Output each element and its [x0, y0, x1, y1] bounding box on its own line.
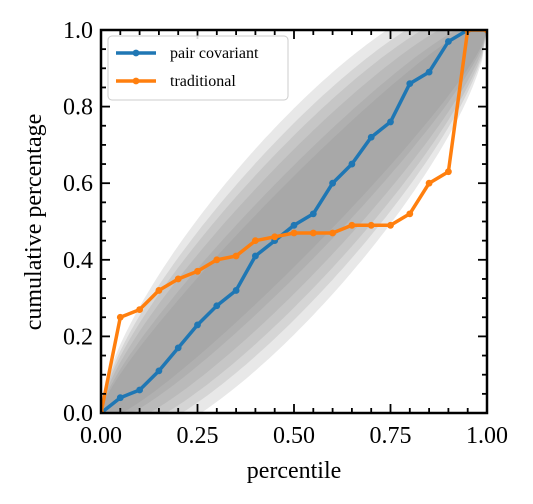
legend-entry-pair-covariant: pair covariant — [116, 45, 259, 62]
data-point-traditional — [367, 221, 375, 229]
y-tick-label: 1.0 — [63, 18, 93, 44]
y-axis-label: cumulative percentage — [21, 114, 47, 331]
legend-label: traditional — [170, 73, 236, 90]
data-point-pair-covariant — [252, 252, 259, 260]
confidence-band-level-3 — [101, 30, 487, 413]
x-tick-label: 0.25 — [177, 423, 219, 449]
data-point-pair-covariant — [309, 210, 317, 218]
data-point-traditional — [194, 267, 201, 275]
axis-ticks — [100, 29, 488, 414]
data-point-traditional — [232, 252, 240, 260]
x-tick-label: 0.00 — [80, 423, 122, 449]
data-point-traditional — [329, 229, 336, 237]
data-point-pair-covariant — [425, 68, 433, 76]
legend-entry-traditional: traditional — [116, 73, 236, 90]
data-point-pair-covariant — [329, 179, 336, 187]
data-point-traditional — [252, 237, 259, 245]
data-point-traditional — [155, 287, 163, 294]
data-point-traditional — [406, 210, 414, 218]
x-tick-label: 0.75 — [370, 423, 412, 449]
data-point-traditional — [290, 229, 298, 237]
legend-marker — [132, 49, 140, 57]
data-point-pair-covariant — [213, 302, 221, 310]
y-tick-label: 0.2 — [63, 324, 93, 350]
confidence-band-level-6 — [101, 30, 487, 413]
confidence-band — [101, 30, 487, 413]
data-point-traditional — [387, 221, 394, 229]
data-point-pair-covariant — [136, 386, 144, 394]
y-tick-label: 0.0 — [63, 401, 93, 427]
data-point-traditional — [136, 306, 144, 313]
data-point-traditional — [271, 233, 279, 241]
data-point-pair-covariant — [116, 394, 124, 402]
x-tick-label: 1.00 — [466, 423, 508, 449]
data-point-pair-covariant — [445, 38, 452, 45]
data-point-pair-covariant — [387, 118, 394, 126]
y-tick-label: 0.8 — [63, 95, 93, 121]
x-axis-label: percentile — [247, 458, 342, 484]
confidence-band-level-4 — [101, 30, 487, 413]
data-point-pair-covariant — [174, 344, 182, 352]
data-point-traditional — [348, 221, 356, 229]
tick-labels: 0.00 0.25 0.50 0.75 1.00 0.0 0.2 0.4 0.6 0.8 1.0 — [63, 18, 508, 449]
series-lines — [101, 30, 487, 413]
y-tick-label: 0.6 — [63, 171, 93, 197]
data-point-traditional — [309, 229, 317, 237]
data-point-traditional — [174, 275, 182, 283]
data-point-pair-covariant — [232, 287, 240, 294]
data-point-pair-covariant — [348, 160, 356, 168]
data-point-pair-covariant — [194, 321, 201, 329]
confidence-band-level-2 — [101, 30, 487, 413]
data-point-traditional — [445, 168, 452, 176]
data-point-traditional — [425, 179, 433, 187]
data-point-traditional — [116, 313, 124, 321]
data-point-pair-covariant — [290, 221, 298, 229]
data-point-traditional — [213, 256, 221, 264]
data-point-pair-covariant — [367, 133, 375, 141]
confidence-band-level-5 — [101, 30, 487, 413]
legend-marker — [132, 77, 140, 85]
y-tick-label: 0.4 — [63, 248, 93, 274]
x-tick-label: 0.50 — [273, 423, 315, 449]
data-point-pair-covariant — [155, 367, 163, 375]
confidence-band-level-1 — [101, 30, 487, 413]
legend: pair covariant traditional — [107, 35, 289, 101]
legend-label: pair covariant — [170, 45, 259, 62]
data-point-pair-covariant — [406, 80, 414, 88]
